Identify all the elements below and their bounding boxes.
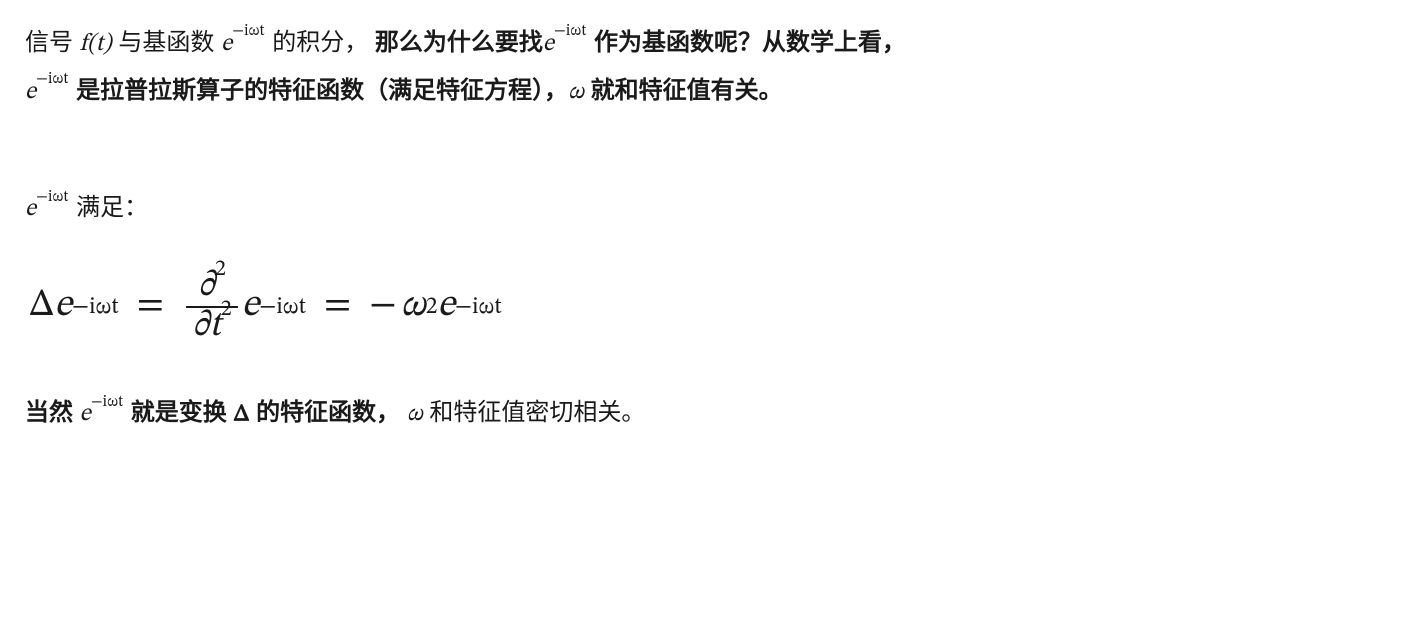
line-satisfies: e−iωt 满足： <box>25 185 1397 233</box>
paragraph-conclusion: 当然 e−iωt 就是变换 Δ 的特征函数， ω 和特征值密切相关。 <box>25 390 1397 438</box>
bold-eigenfunction: 是拉普拉斯算子的特征函数（满足特征方程）， <box>76 77 568 104</box>
math-omega-3: ω <box>407 402 423 426</box>
text-related: 和特征值密切相关。 <box>429 399 645 426</box>
math-sup-4: −iωt <box>455 295 502 319</box>
math-e-2: e <box>242 270 260 342</box>
bold-eigenfunction-2: 的特征函数， <box>256 399 400 426</box>
math-e-neg-iwt-2: e−iωt <box>543 32 587 56</box>
math-e: e <box>54 270 72 342</box>
math-f-of-t: f(t) <box>80 32 112 56</box>
fraction-denominator: ∂t2 <box>186 306 238 346</box>
math-e-neg-iwt-1: e−iωt <box>221 32 265 56</box>
math-Delta-2: Δ <box>233 402 249 426</box>
minus-sign: − <box>369 270 400 342</box>
text-satisfies: 满足： <box>76 194 148 221</box>
math-omega-1: ω <box>568 80 584 104</box>
math-omega-2: ω <box>401 270 426 342</box>
math-sup-2: −iωt <box>259 295 306 319</box>
text: 与基函数 <box>118 29 221 56</box>
math-e-neg-iwt-4: e−iωt <box>25 197 69 221</box>
math-e-3: e <box>437 270 455 342</box>
equation-laplacian: Δe−iωt = ∂2 ∂t2 e−iωt = −ω2e−iωt <box>25 268 1397 346</box>
bold-of-course: 当然 <box>25 399 80 426</box>
text: 的积分， <box>272 29 368 56</box>
math-sup-1: −iωt <box>72 295 119 319</box>
bold-is-transform: 就是变换 <box>131 399 234 426</box>
math-Delta: Δ <box>29 270 54 342</box>
equals-1: = <box>119 270 182 342</box>
bold-question-1: 那么为什么要找 <box>375 29 543 56</box>
equals-2: = <box>306 270 369 342</box>
fraction-d2dt2: ∂2 ∂t2 <box>186 268 238 346</box>
paragraph-intro: 信号 f(t) 与基函数 e−iωt 的积分， 那么为什么要找e−iωt 作为基… <box>25 20 1397 115</box>
bold-eigenvalue: 就和特征值有关。 <box>591 77 783 104</box>
math-e-neg-iwt-3: e−iωt <box>25 80 69 104</box>
text: 信号 <box>25 29 80 56</box>
math-e-neg-iwt-5: e−iωt <box>80 402 124 426</box>
bold-question-2: 作为基函数呢？从数学上看， <box>594 29 906 56</box>
math-sup-3: 2 <box>426 295 438 319</box>
